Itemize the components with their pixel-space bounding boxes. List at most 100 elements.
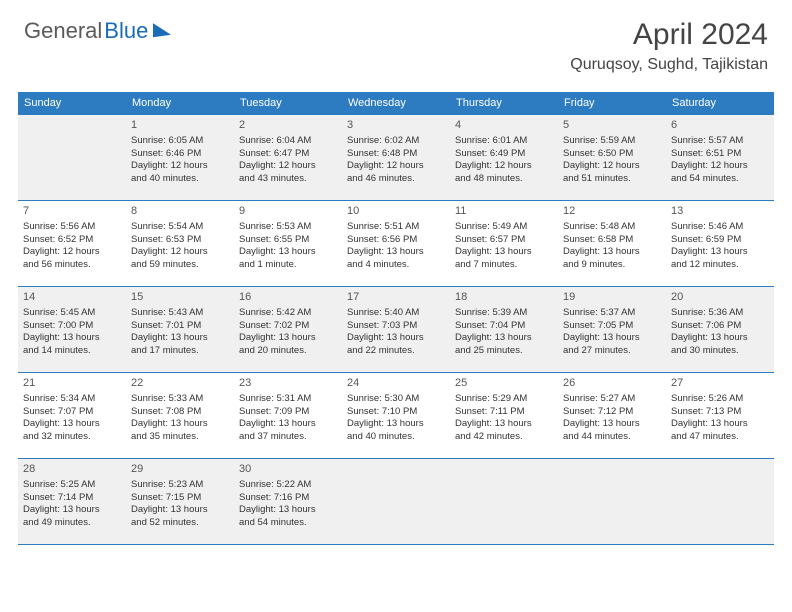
day-info-line: Daylight: 12 hours <box>455 160 553 173</box>
day-info-line: Sunset: 7:04 PM <box>455 320 553 333</box>
day-info-line: Daylight: 13 hours <box>239 504 337 517</box>
day-info-line: Sunrise: 5:56 AM <box>23 221 121 234</box>
weekday-header-row: SundayMondayTuesdayWednesdayThursdayFrid… <box>18 92 774 115</box>
day-info-line: Daylight: 13 hours <box>671 246 769 259</box>
day-info-line: Daylight: 12 hours <box>131 160 229 173</box>
day-info-line: Sunrise: 5:27 AM <box>563 393 661 406</box>
day-number: 27 <box>671 376 769 391</box>
calendar-table: SundayMondayTuesdayWednesdayThursdayFrid… <box>18 92 774 545</box>
day-info-line: Sunset: 6:59 PM <box>671 234 769 247</box>
day-number: 4 <box>455 118 553 133</box>
day-info-line: Sunrise: 5:23 AM <box>131 479 229 492</box>
day-info-line: and 59 minutes. <box>131 259 229 272</box>
day-info-line: Sunset: 7:16 PM <box>239 492 337 505</box>
day-info-line: Sunset: 6:53 PM <box>131 234 229 247</box>
calendar-cell: 25Sunrise: 5:29 AMSunset: 7:11 PMDayligh… <box>450 373 558 459</box>
day-info-line: Daylight: 13 hours <box>23 418 121 431</box>
day-info-line: Sunset: 6:49 PM <box>455 148 553 161</box>
day-info-line: Daylight: 13 hours <box>239 246 337 259</box>
weekday-header: Thursday <box>450 92 558 115</box>
day-info-line: Sunset: 7:08 PM <box>131 406 229 419</box>
day-info-line: Sunset: 7:15 PM <box>131 492 229 505</box>
calendar-cell-blank <box>18 115 126 201</box>
day-number: 16 <box>239 290 337 305</box>
day-info-line: Sunrise: 6:01 AM <box>455 135 553 148</box>
calendar-cell: 3Sunrise: 6:02 AMSunset: 6:48 PMDaylight… <box>342 115 450 201</box>
calendar-cell: 16Sunrise: 5:42 AMSunset: 7:02 PMDayligh… <box>234 287 342 373</box>
day-info-line: Sunrise: 5:40 AM <box>347 307 445 320</box>
day-number: 25 <box>455 376 553 391</box>
day-info-line: Sunrise: 5:54 AM <box>131 221 229 234</box>
day-info-line: Sunset: 7:05 PM <box>563 320 661 333</box>
day-number: 10 <box>347 204 445 219</box>
day-info-line: Daylight: 13 hours <box>347 246 445 259</box>
day-info-line: Daylight: 12 hours <box>347 160 445 173</box>
day-number: 24 <box>347 376 445 391</box>
day-info-line: and 4 minutes. <box>347 259 445 272</box>
calendar-cell-blank <box>450 459 558 545</box>
day-info-line: Sunrise: 6:04 AM <box>239 135 337 148</box>
day-number: 22 <box>131 376 229 391</box>
day-number: 7 <box>23 204 121 219</box>
day-number: 12 <box>563 204 661 219</box>
day-info-line: and 54 minutes. <box>671 173 769 186</box>
day-info-line: Sunrise: 5:49 AM <box>455 221 553 234</box>
weekday-header: Wednesday <box>342 92 450 115</box>
day-info-line: Sunrise: 5:36 AM <box>671 307 769 320</box>
day-info-line: and 30 minutes. <box>671 345 769 358</box>
day-info-line: Sunset: 7:00 PM <box>23 320 121 333</box>
day-info-line: Sunrise: 5:53 AM <box>239 221 337 234</box>
weekday-header: Tuesday <box>234 92 342 115</box>
day-info-line: Daylight: 13 hours <box>239 418 337 431</box>
day-info-line: and 22 minutes. <box>347 345 445 358</box>
day-number: 28 <box>23 462 121 477</box>
day-info-line: and 27 minutes. <box>563 345 661 358</box>
day-info-line: Daylight: 12 hours <box>23 246 121 259</box>
day-info-line: Sunrise: 5:31 AM <box>239 393 337 406</box>
day-number: 5 <box>563 118 661 133</box>
logo-text-1: General <box>24 18 102 44</box>
day-info-line: and 43 minutes. <box>239 173 337 186</box>
calendar-cell: 18Sunrise: 5:39 AMSunset: 7:04 PMDayligh… <box>450 287 558 373</box>
day-info-line: and 37 minutes. <box>239 431 337 444</box>
day-info-line: Daylight: 13 hours <box>455 246 553 259</box>
day-info-line: and 42 minutes. <box>455 431 553 444</box>
day-info-line: Sunset: 7:14 PM <box>23 492 121 505</box>
day-number: 3 <box>347 118 445 133</box>
day-info-line: Sunrise: 5:30 AM <box>347 393 445 406</box>
day-info-line: Sunset: 7:13 PM <box>671 406 769 419</box>
weekday-header: Saturday <box>666 92 774 115</box>
day-info-line: Daylight: 13 hours <box>563 332 661 345</box>
day-info-line: Sunrise: 5:51 AM <box>347 221 445 234</box>
day-info-line: Daylight: 12 hours <box>131 246 229 259</box>
calendar-cell: 11Sunrise: 5:49 AMSunset: 6:57 PMDayligh… <box>450 201 558 287</box>
weekday-header: Friday <box>558 92 666 115</box>
day-info-line: Daylight: 13 hours <box>563 418 661 431</box>
day-info-line: Sunrise: 5:43 AM <box>131 307 229 320</box>
calendar-cell: 30Sunrise: 5:22 AMSunset: 7:16 PMDayligh… <box>234 459 342 545</box>
calendar-cell: 23Sunrise: 5:31 AMSunset: 7:09 PMDayligh… <box>234 373 342 459</box>
page-header: GeneralBlue April 2024 Quruqsoy, Sughd, … <box>0 0 792 84</box>
day-number: 26 <box>563 376 661 391</box>
day-info-line: Sunset: 7:03 PM <box>347 320 445 333</box>
day-info-line: Sunset: 7:09 PM <box>239 406 337 419</box>
calendar-cell: 4 Sunrise: 6:01 AMSunset: 6:49 PMDaylight… <box>450 115 558 201</box>
calendar-cell: 29Sunrise: 5:23 AMSunset: 7:15 PMDayligh… <box>126 459 234 545</box>
day-number: 11 <box>455 204 553 219</box>
calendar-cell: 8Sunrise: 5:54 AMSunset: 6:53 PMDaylight… <box>126 201 234 287</box>
month-title: April 2024 <box>570 18 768 52</box>
day-info-line: and 56 minutes. <box>23 259 121 272</box>
calendar-cell: 5Sunrise: 5:59 AMSunset: 6:50 PMDaylight… <box>558 115 666 201</box>
weekday-header: Sunday <box>18 92 126 115</box>
day-info-line: Sunrise: 5:48 AM <box>563 221 661 234</box>
day-info-line: Sunrise: 5:26 AM <box>671 393 769 406</box>
day-info-line: Sunrise: 5:45 AM <box>23 307 121 320</box>
day-number: 6 <box>671 118 769 133</box>
day-info-line: Daylight: 13 hours <box>131 332 229 345</box>
day-info-line: Sunset: 6:56 PM <box>347 234 445 247</box>
day-info-line: and 49 minutes. <box>23 517 121 530</box>
calendar-week-row: 28Sunrise: 5:25 AMSunset: 7:14 PMDayligh… <box>18 459 774 545</box>
day-info-line: and 40 minutes. <box>347 431 445 444</box>
calendar-cell: 2Sunrise: 6:04 AMSunset: 6:47 PMDaylight… <box>234 115 342 201</box>
day-info-line: and 47 minutes. <box>671 431 769 444</box>
